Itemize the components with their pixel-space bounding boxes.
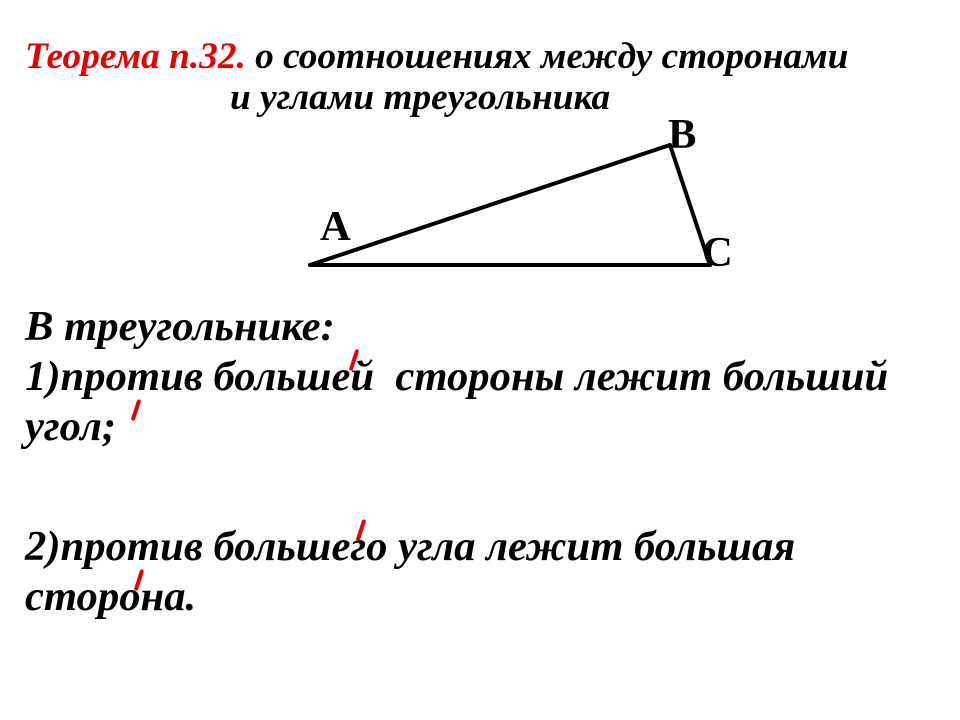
edge-ab (310, 145, 670, 265)
theorem-title-line1: Теорема п.32. о соотношениях между сторо… (25, 35, 848, 78)
body-line-3: угол; (25, 402, 116, 451)
theorem-title-text-1: о соотношениях между сторонами (246, 36, 849, 77)
body-line-1: В треугольнике: (25, 302, 335, 351)
theorem-number: Теорема п.32. (25, 36, 246, 77)
triangle-svg (290, 110, 730, 290)
vertex-label-a: А (320, 202, 351, 251)
vertex-label-c: С (702, 228, 733, 277)
triangle-diagram: А В С (290, 110, 730, 290)
vertex-label-b: В (668, 110, 696, 159)
slide: Теорема п.32. о соотношениях между сторо… (0, 0, 960, 720)
body-line-2: 1)против большей стороны лежит больший (25, 352, 888, 401)
body-line-5: сторона. (25, 572, 196, 621)
stress-mark (131, 399, 142, 421)
body-line-4: 2)против большего угла лежит большая (25, 522, 795, 571)
